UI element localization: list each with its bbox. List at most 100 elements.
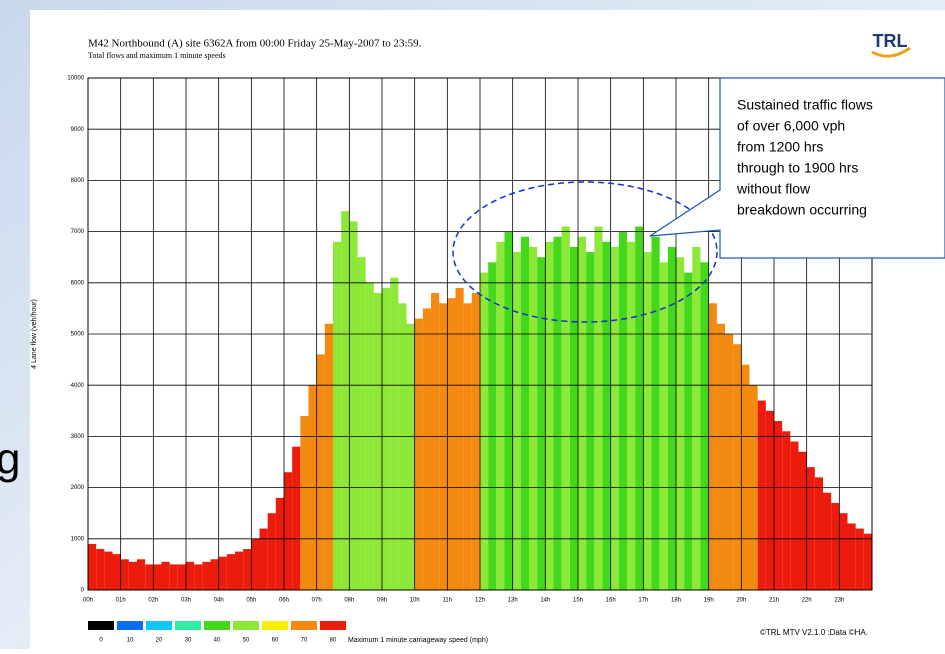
legend-label: 10 xyxy=(127,638,134,644)
bar xyxy=(504,231,513,590)
plot-frame xyxy=(87,77,873,591)
x-tick-label: 01h xyxy=(116,598,126,604)
callout-line: from 1200 hrs xyxy=(737,139,823,155)
bar xyxy=(463,303,472,590)
bar xyxy=(226,554,235,590)
bar xyxy=(251,538,260,590)
bar xyxy=(676,257,685,590)
bar xyxy=(643,252,652,590)
legend-label: 50 xyxy=(243,638,250,644)
bar xyxy=(692,246,701,590)
bar xyxy=(414,318,423,590)
bar xyxy=(700,262,709,590)
y-tick-label: 5000 xyxy=(71,332,85,338)
bar xyxy=(708,303,717,590)
x-tick-label: 16h xyxy=(606,598,616,604)
x-tick-label: 14h xyxy=(540,598,550,604)
chart-title: M42 Northbound (A) site 6362A from 00:00… xyxy=(88,38,422,50)
bar xyxy=(96,549,105,590)
legend-title: Maximum 1 minute carriageway speed (mph) xyxy=(348,637,488,644)
legend-label: 60 xyxy=(272,638,279,644)
bar xyxy=(161,561,170,590)
bar xyxy=(316,354,325,590)
legend-swatch xyxy=(175,621,201,630)
x-tick-label: 05h xyxy=(246,598,256,604)
x-tick-label: 06h xyxy=(279,598,289,604)
x-tick-label: 08h xyxy=(344,598,354,604)
y-axis-label: 4 Lane flow (veh/hour) xyxy=(31,299,38,369)
bar xyxy=(382,287,391,590)
bar xyxy=(357,257,366,590)
x-tick-label: 22h xyxy=(802,598,812,604)
footer: ©TRL MTV V2.1.0 :Data ©HA. xyxy=(760,628,868,637)
bar xyxy=(324,323,333,590)
bar xyxy=(373,293,382,590)
y-tick-label: 7000 xyxy=(71,229,85,235)
legend-label: 0 xyxy=(99,638,103,644)
bar xyxy=(341,211,350,590)
bar xyxy=(716,323,725,590)
callout-box xyxy=(649,77,945,259)
bar xyxy=(806,467,815,590)
bar xyxy=(741,364,750,590)
bar xyxy=(137,559,146,590)
bar xyxy=(128,561,137,590)
bar xyxy=(284,472,293,590)
x-tick-label: 12h xyxy=(475,598,485,604)
bar xyxy=(667,246,676,590)
callout-line: breakdown occurring xyxy=(737,202,867,218)
legend-swatch xyxy=(117,621,143,630)
bar xyxy=(104,551,113,590)
callout-line: without flow xyxy=(736,181,811,197)
bar xyxy=(471,293,480,590)
bar xyxy=(177,564,186,590)
bar xyxy=(349,221,358,591)
legend-swatch xyxy=(291,621,317,630)
bar xyxy=(684,272,693,590)
x-tick-label: 04h xyxy=(214,598,224,604)
bar xyxy=(774,421,783,590)
bar xyxy=(839,513,848,590)
legend-label: 70 xyxy=(301,638,308,644)
bar xyxy=(863,533,872,590)
bar xyxy=(798,451,807,590)
bar xyxy=(398,303,407,590)
callout-line: of over 6,000 vph xyxy=(737,118,845,134)
legend-label: 30 xyxy=(185,638,192,644)
bar xyxy=(292,446,301,590)
bar xyxy=(439,303,448,590)
x-tick-label: 03h xyxy=(181,598,191,604)
bar xyxy=(602,241,611,590)
bar xyxy=(561,226,570,591)
x-tick-label: 07h xyxy=(312,598,322,604)
bar xyxy=(782,431,791,590)
bar xyxy=(275,497,284,590)
bar xyxy=(814,477,823,590)
x-tick-label: 00h xyxy=(83,598,93,604)
bar xyxy=(529,246,538,590)
bar xyxy=(153,564,162,590)
bar xyxy=(537,257,546,590)
bar xyxy=(569,246,578,590)
bar xyxy=(578,236,587,590)
x-tick-label: 23h xyxy=(834,598,844,604)
bar xyxy=(610,246,619,590)
legend-swatch xyxy=(262,621,288,630)
bar xyxy=(88,543,97,590)
bar xyxy=(235,551,244,590)
bar xyxy=(520,236,529,590)
bar xyxy=(553,236,562,590)
bar xyxy=(635,226,644,591)
x-tick-label: 09h xyxy=(377,598,387,604)
y-tick-label: 2000 xyxy=(71,485,85,491)
y-tick-label: 6000 xyxy=(71,280,85,286)
legend-swatch xyxy=(204,621,230,630)
legend-label: 20 xyxy=(156,638,163,644)
bar xyxy=(267,513,276,590)
x-tick-label: 19h xyxy=(704,598,714,604)
bar xyxy=(169,564,178,590)
bar xyxy=(545,241,554,590)
bar xyxy=(488,262,497,590)
callout: Sustained traffic flows of over 6,000 vph… xyxy=(736,97,873,218)
